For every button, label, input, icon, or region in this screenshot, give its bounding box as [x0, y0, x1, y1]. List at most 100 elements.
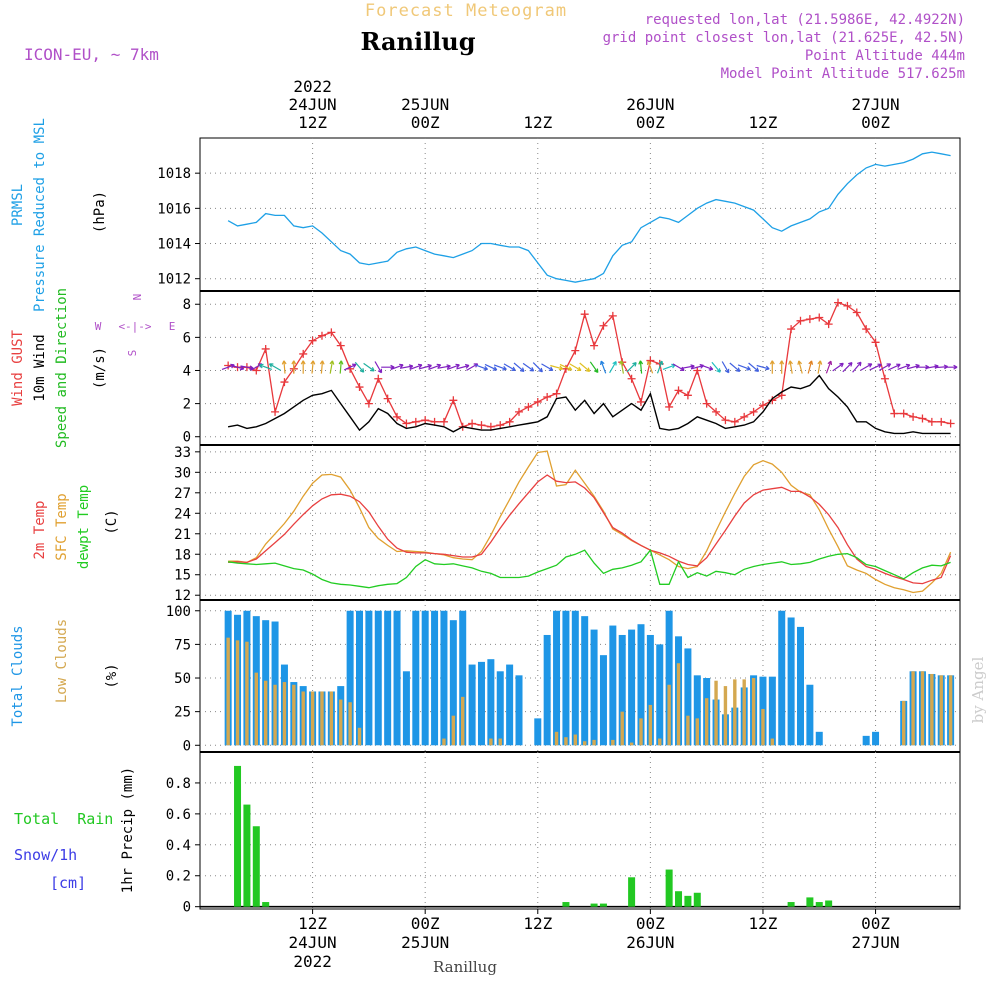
gust-marker: [730, 417, 739, 426]
gust-marker: [918, 414, 927, 423]
y-tick-label: 1016: [157, 201, 191, 217]
gust-marker: [477, 421, 486, 430]
wind-direction-arrow: [354, 361, 365, 373]
wind-direction-arrow: [788, 360, 793, 374]
temp-2m-line: [228, 474, 952, 585]
gust-marker: [909, 412, 918, 421]
bottom-hour-label: 12Z: [749, 914, 778, 933]
low-cloud-bar: [254, 672, 258, 746]
compass-arrows: <-|->: [118, 320, 151, 333]
y-tick-label: 0: [183, 900, 191, 916]
total-cloud-bar: [571, 610, 579, 746]
low-cloud-bar: [920, 671, 925, 746]
low-cloud-bar: [339, 699, 343, 746]
gust-marker: [449, 396, 458, 405]
gust-marker: [927, 417, 936, 426]
gust-marker: [674, 386, 683, 395]
gust-marker: [871, 338, 880, 347]
location-title: Ranillug: [360, 27, 475, 56]
precip-ylabel: 1hr Precip (mm): [120, 767, 136, 893]
wind-direction-arrow: [897, 363, 911, 370]
gust-marker: [402, 419, 411, 428]
total-cloud-bar: [412, 610, 420, 746]
wind-direction-arrow: [860, 363, 873, 371]
low-cloud-bar: [348, 702, 352, 746]
top-hour-label: 00Z: [636, 113, 665, 132]
total-cloud-bar: [646, 634, 654, 746]
low-cloud-bar: [235, 640, 240, 746]
top-date-label: 26JUN: [626, 95, 674, 114]
y-tick-label: 0: [183, 738, 191, 754]
rain-bar: [628, 877, 636, 907]
model-name: ICON-EU, ~ 7km: [24, 45, 159, 64]
wind-direction-arrow: [503, 363, 516, 371]
gust-marker: [439, 417, 448, 426]
gust-marker: [946, 419, 955, 428]
gust-marker: [740, 412, 749, 421]
wind-direction-arrow: [842, 362, 853, 373]
total-cloud-bar: [609, 625, 617, 746]
low-cloud-bar: [658, 738, 662, 746]
wind-direction-arrow: [721, 361, 730, 374]
gust-marker: [543, 392, 552, 401]
gust-marker: [308, 336, 317, 345]
total-cloud-bar: [421, 610, 429, 746]
cloud-unit: (%): [104, 663, 120, 688]
low-cloud-bar: [639, 718, 643, 746]
pressure-line: [227, 151, 951, 283]
wind-direction-arrow: [374, 361, 383, 374]
total-cloud-bar: [806, 684, 814, 746]
wind-direction-arrow: [700, 364, 714, 371]
rain-bar: [252, 826, 260, 907]
total-cloud-bar: [365, 610, 373, 746]
y-tick-label: 8: [183, 297, 191, 313]
footer-location: Ranillug: [433, 958, 497, 976]
bottom-date-label: 25JUN: [401, 933, 449, 952]
y-tick-label: 0: [183, 430, 191, 446]
wind-direction-arrow: [329, 360, 335, 374]
wind-direction-arrow: [409, 363, 423, 370]
low-cloud-bar: [320, 691, 324, 746]
total-cloud-bar: [862, 735, 870, 746]
low-cloud-bar: [263, 680, 268, 746]
gust-marker: [515, 407, 524, 416]
y-tick-label: 18: [174, 547, 191, 563]
wind-direction-arrow: [475, 364, 489, 371]
low-cloud-bar: [564, 737, 568, 746]
y-tick-label: 1012: [157, 272, 191, 288]
wind-direction-arrow: [748, 362, 760, 372]
low-cloud-bar: [245, 641, 249, 746]
top-hour-label: 00Z: [861, 113, 890, 132]
gust-marker: [299, 349, 308, 358]
bottom-date-label: 27JUN: [851, 933, 899, 952]
wind-direction-arrow: [756, 364, 770, 371]
total-cloud-bar: [796, 626, 804, 746]
wind-direction-arrow: [268, 363, 281, 371]
wind-direction-arrow: [638, 360, 644, 374]
gust-marker: [834, 298, 843, 307]
wind-direction-arrow: [662, 363, 676, 370]
low-clouds-ylabel: Low Clouds: [54, 619, 70, 703]
gust-marker: [317, 331, 326, 340]
gust-marker: [599, 321, 608, 330]
wind-direction-arrow: [428, 363, 442, 370]
product-title: Forecast Meteogram: [365, 1, 567, 21]
y-tick-label: 12: [174, 588, 191, 604]
low-cloud-bar: [751, 678, 756, 746]
pressure-ylabel-2: Pressure Reduced to MSL: [32, 118, 48, 312]
low-cloud-bar: [582, 741, 587, 746]
gust-marker: [702, 399, 711, 408]
total-cloud-bar: [468, 664, 476, 746]
gust-marker: [355, 383, 364, 392]
wind-direction-arrow: [600, 360, 607, 374]
y-tick-label: 4: [183, 363, 191, 379]
wind-direction-arrow: [817, 360, 823, 374]
rain-legend: Total Rain: [14, 810, 113, 828]
total-cloud-bar: [271, 621, 279, 746]
total-clouds-ylabel: Total Clouds: [10, 625, 26, 726]
low-cloud-bar: [948, 675, 953, 746]
gust-marker: [374, 374, 383, 383]
low-cloud-bar: [554, 731, 559, 746]
low-cloud-bar: [292, 684, 296, 746]
